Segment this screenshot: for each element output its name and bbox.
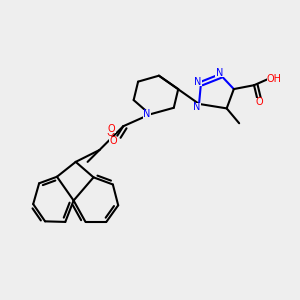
Bar bbox=[193, 103, 201, 111]
Text: N: N bbox=[216, 68, 224, 78]
Text: OH: OH bbox=[267, 74, 282, 84]
Bar bbox=[143, 110, 151, 119]
Text: O: O bbox=[107, 128, 115, 138]
Bar bbox=[109, 137, 117, 145]
Bar bbox=[255, 98, 263, 106]
Bar bbox=[194, 77, 202, 86]
Text: N: N bbox=[143, 109, 151, 119]
Bar bbox=[215, 69, 224, 77]
Text: O: O bbox=[255, 98, 263, 107]
Text: N: N bbox=[194, 76, 201, 87]
Text: O: O bbox=[109, 136, 117, 146]
Text: O: O bbox=[107, 124, 115, 134]
Bar bbox=[107, 125, 116, 134]
Text: N: N bbox=[193, 102, 200, 112]
Bar bbox=[267, 74, 282, 83]
